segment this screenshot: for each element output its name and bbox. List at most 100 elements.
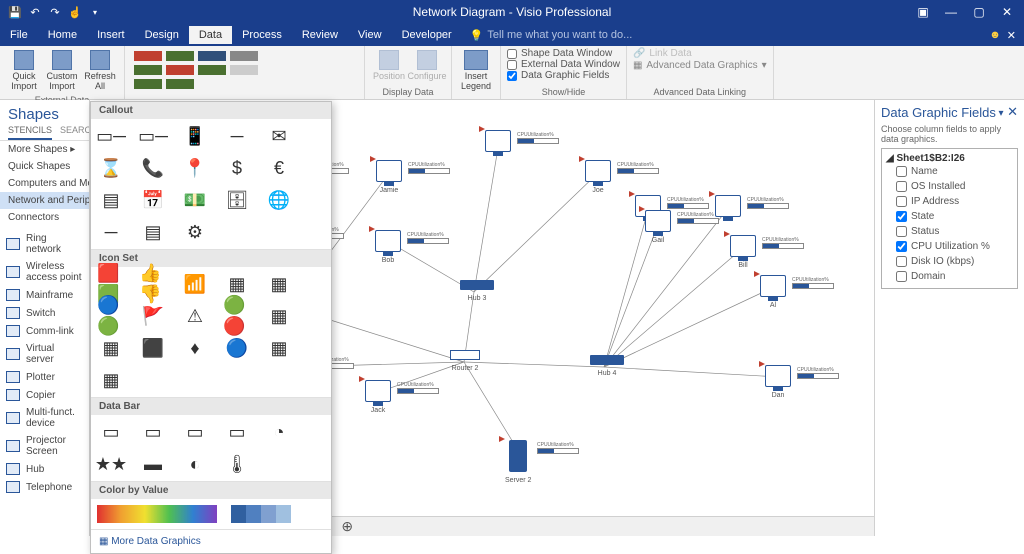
close-panel-icon[interactable]: ✕	[1007, 104, 1018, 119]
gallery-item[interactable]: ▭	[97, 421, 125, 443]
gallery-item[interactable]: ─	[97, 221, 125, 243]
gallery-item[interactable]: ▦	[265, 337, 293, 359]
dgf-field[interactable]: State	[886, 209, 1013, 224]
gallery-item[interactable]: ▭	[181, 421, 209, 443]
color-swatch[interactable]	[231, 505, 291, 523]
gallery-item[interactable]: 🌡	[223, 453, 251, 475]
gallery-item[interactable]: ◐	[181, 453, 209, 475]
gallery-item[interactable]: ▤	[97, 189, 125, 211]
checkbox-data-graphic-fields[interactable]: Data Graphic Fields	[507, 70, 620, 81]
stencil-category[interactable]: Computers and Monitors	[0, 175, 89, 192]
stencil-category[interactable]: Network and Peripherals	[0, 192, 89, 209]
tab-search[interactable]: SEARCH	[60, 125, 90, 140]
shape-item[interactable]: Switch	[0, 304, 89, 322]
gallery-item[interactable]: ▬	[139, 453, 167, 475]
dgf-field[interactable]: IP Address	[886, 194, 1013, 209]
network-node-pc[interactable]: Al	[760, 275, 786, 309]
qat-more-icon[interactable]: ▾	[86, 3, 104, 21]
gallery-item[interactable]: ⌛	[97, 157, 125, 179]
stencil-category[interactable]: Quick Shapes	[0, 158, 89, 175]
dgf-root-node[interactable]: ◢ Sheet1$B2:I26	[886, 153, 1013, 164]
menu-insert[interactable]: Insert	[87, 26, 135, 44]
gallery-thumb[interactable]	[198, 51, 226, 61]
shape-item[interactable]: Mainframe	[0, 286, 89, 304]
undo-icon[interactable]: ↶	[26, 3, 44, 21]
stencil-category[interactable]: More Shapes ▸	[0, 141, 89, 158]
smiley-icon[interactable]: ☻	[989, 29, 1001, 41]
shape-item[interactable]: Virtual server	[0, 340, 89, 368]
gallery-item[interactable]: ▤	[139, 221, 167, 243]
network-node-pc[interactable]: Dan	[765, 365, 791, 399]
minimize-icon[interactable]: —	[938, 2, 964, 22]
tell-me-search[interactable]: 💡Tell me what you want to do...	[470, 29, 633, 42]
gallery-item[interactable]: 🟢🔴	[223, 305, 251, 327]
gallery-thumb[interactable]	[166, 51, 194, 61]
dgf-field[interactable]: Domain	[886, 269, 1013, 284]
gallery-item[interactable]: 📶	[181, 273, 209, 295]
shape-item[interactable]: Multi-funct. device	[0, 404, 89, 432]
gallery-item[interactable]: ▦	[265, 305, 293, 327]
network-node-pc[interactable]	[715, 195, 741, 217]
shape-item[interactable]: Comm-link	[0, 322, 89, 340]
shape-item[interactable]: Ring network	[0, 230, 89, 258]
maximize-icon[interactable]: ▢	[966, 2, 992, 22]
gallery-item[interactable]: 📅	[139, 189, 167, 211]
dgf-field[interactable]: Status	[886, 224, 1013, 239]
dgf-field[interactable]: OS Installed	[886, 179, 1013, 194]
menu-data[interactable]: Data	[189, 26, 232, 44]
data-graphic-gallery[interactable]	[131, 48, 281, 92]
gallery-item[interactable]: 🟥🟩	[97, 273, 125, 295]
network-node-server[interactable]: Server 2	[505, 440, 531, 484]
redo-icon[interactable]: ↷	[46, 3, 64, 21]
close-pane-icon[interactable]: ✕	[1007, 29, 1016, 42]
menu-design[interactable]: Design	[135, 26, 189, 44]
gallery-item[interactable]: ▦	[223, 273, 251, 295]
gallery-item[interactable]: ✉	[265, 125, 293, 147]
gallery-item[interactable]: 👍👎	[139, 273, 167, 295]
refresh-all-button[interactable]: Refresh All	[82, 48, 118, 94]
shape-item[interactable]: Hub	[0, 460, 89, 478]
gallery-thumb[interactable]	[166, 79, 194, 89]
close-icon[interactable]: ✕	[994, 2, 1020, 22]
dgf-field[interactable]: CPU Utilization %	[886, 239, 1013, 254]
checkbox-external-data-window[interactable]: External Data Window	[507, 59, 620, 70]
gallery-item[interactable]: ⬛	[139, 337, 167, 359]
data-graphics-gallery-dropdown[interactable]: Callout▭─▭─📱─✉⌛📞📍$€▤📅💵🗄🌐─▤⚙Icon Set🟥🟩👍👎📶…	[90, 101, 332, 554]
dgf-field[interactable]: Name	[886, 164, 1013, 179]
color-gradient[interactable]	[97, 505, 217, 523]
menu-file[interactable]: File	[0, 26, 38, 44]
gallery-item[interactable]: 🚩	[139, 305, 167, 327]
gallery-item[interactable]: ─	[223, 125, 251, 147]
dgf-field[interactable]: Disk IO (kbps)	[886, 254, 1013, 269]
network-node-pc[interactable]	[485, 130, 511, 152]
gallery-item[interactable]: 🌐	[265, 189, 293, 211]
gallery-item[interactable]: ▭	[139, 421, 167, 443]
quick-import-button[interactable]: Quick Import	[6, 48, 42, 94]
menu-review[interactable]: Review	[292, 26, 348, 44]
network-node-pc[interactable]: Jamie	[376, 160, 402, 194]
network-node-pc[interactable]: Bob	[375, 230, 401, 264]
gallery-item[interactable]: 💵	[181, 189, 209, 211]
gallery-item[interactable]: $	[223, 157, 251, 179]
gallery-item[interactable]: ▭─	[97, 125, 125, 147]
shape-item[interactable]: Plotter	[0, 368, 89, 386]
insert-legend-button[interactable]: Insert Legend	[458, 48, 494, 94]
gallery-item[interactable]: ★★	[97, 453, 125, 475]
menu-developer[interactable]: Developer	[392, 26, 462, 44]
gallery-thumb[interactable]	[166, 65, 194, 75]
network-node-pc[interactable]: Joe	[585, 160, 611, 194]
network-node-pc[interactable]: Gail	[645, 210, 671, 244]
network-node-pc[interactable]: Jack	[365, 380, 391, 414]
shape-item[interactable]: Telephone	[0, 478, 89, 496]
gallery-item[interactable]: 🔵🟢	[97, 305, 125, 327]
shape-item[interactable]: Projector Screen	[0, 432, 89, 460]
custom-import-button[interactable]: Custom Import	[44, 48, 80, 94]
gallery-item[interactable]: ▦	[97, 337, 125, 359]
save-icon[interactable]: 💾	[6, 3, 24, 21]
gallery-item[interactable]: ⚠	[181, 305, 209, 327]
gallery-item[interactable]: €	[265, 157, 293, 179]
network-node-hub[interactable]: Hub 3	[460, 280, 494, 302]
gallery-thumb[interactable]	[230, 65, 258, 75]
gallery-thumb[interactable]	[134, 65, 162, 75]
stencil-category[interactable]: Connectors	[0, 209, 89, 226]
